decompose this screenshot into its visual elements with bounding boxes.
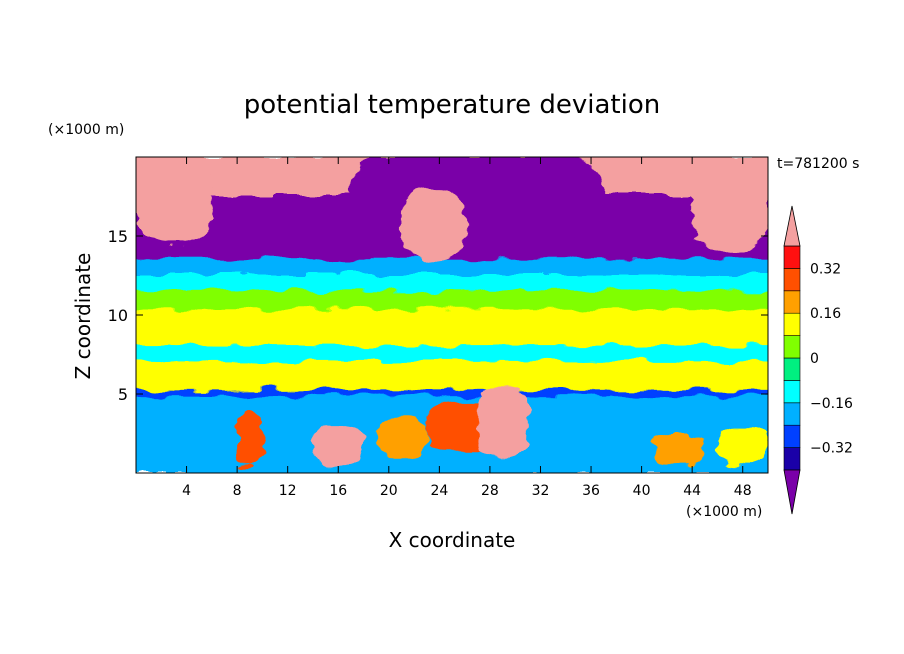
contour-field <box>136 157 768 473</box>
x-tick-label: 20 <box>380 483 398 499</box>
colorbar-label: −0.32 <box>810 441 853 457</box>
x-axis: 4 8 12 16 20 24 28 32 36 40 44 48 <box>182 157 752 499</box>
colorbar-segment <box>783 290 801 314</box>
y-axis: 5 10 15 <box>108 227 768 404</box>
y-tick-label: 15 <box>108 227 128 246</box>
x-tick-label: 32 <box>532 483 550 499</box>
field-feature-1 <box>136 157 212 244</box>
field-band-7 <box>136 345 768 364</box>
x-tick-label: 4 <box>182 483 191 499</box>
colorbar-label: −0.16 <box>810 396 853 412</box>
x-tick-label: 48 <box>734 483 752 499</box>
x-tick-label: 8 <box>233 483 242 499</box>
colorbar-segment <box>783 424 801 448</box>
colorbar-label: 0.16 <box>810 306 841 322</box>
field-feature-5 <box>312 425 364 466</box>
x-unit-label: (×1000 m) <box>686 504 762 520</box>
field-band-6 <box>136 329 768 348</box>
x-axis-label: X coordinate <box>389 528 516 552</box>
field-band-4 <box>136 290 768 312</box>
field-feature-6 <box>376 417 427 458</box>
colorbar-segment <box>783 380 801 404</box>
field-feature-4 <box>237 412 263 466</box>
time-label: t=781200 s <box>777 156 859 172</box>
colorbar-segment <box>783 447 801 471</box>
field-features <box>136 157 768 466</box>
field-band-2 <box>136 258 768 277</box>
field-feature-9 <box>654 433 705 466</box>
colorbar-segment <box>783 357 801 381</box>
colorbar-label: 0 <box>810 351 819 367</box>
x-tick-label: 36 <box>582 483 600 499</box>
field-feature-8 <box>477 386 528 458</box>
y-unit-label: (×1000 m) <box>48 122 124 138</box>
chart-title: potential temperature deviation <box>244 90 660 120</box>
x-tick-label: 16 <box>329 483 347 499</box>
field-band-3 <box>136 274 768 293</box>
x-tick-label: 28 <box>481 483 499 499</box>
field-band-8 <box>136 361 768 392</box>
field-feature-10 <box>717 425 768 466</box>
field-band-9 <box>136 389 768 399</box>
colorbar-segment <box>783 335 801 359</box>
colorbar-segment <box>783 312 801 336</box>
field-feature-2 <box>692 164 768 252</box>
x-tick-label: 12 <box>279 483 297 499</box>
field-feature-3 <box>401 188 465 260</box>
x-tick-label: 40 <box>633 483 651 499</box>
colorbar-segment <box>783 268 801 292</box>
colorbar-segment <box>783 402 801 426</box>
y-tick-label: 5 <box>118 385 128 404</box>
colorbar-segment <box>783 245 801 269</box>
x-tick-label: 44 <box>683 483 701 499</box>
x-tick-label: 24 <box>430 483 448 499</box>
colorbar-extend-top <box>783 205 801 247</box>
colorbar-extend-bottom <box>783 469 801 515</box>
field-band-5 <box>136 309 768 332</box>
colorbar: 0.32 0.16 0 −0.16 −0.32 <box>783 205 853 515</box>
colorbar-label: 0.32 <box>810 261 841 277</box>
field-feature-0 <box>350 157 604 236</box>
y-axis-label: Z coordinate <box>71 253 95 380</box>
y-tick-label: 10 <box>108 306 128 325</box>
